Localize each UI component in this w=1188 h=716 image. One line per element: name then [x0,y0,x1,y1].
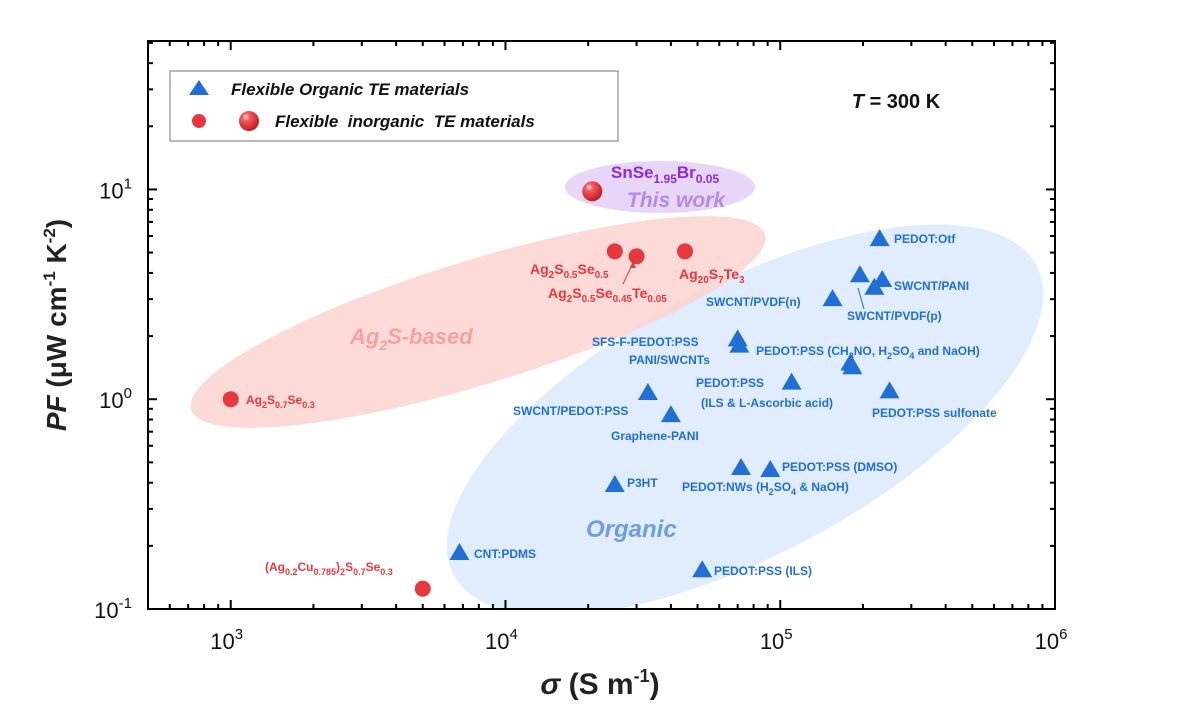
snse-label: SnSe1.95Br0.05 [611,163,719,186]
point-label-pedot-dmso: PEDOT:PSS (DMSO) [782,460,897,474]
organic-region [446,224,1044,609]
point-label-ag2s05se045te005: Ag2S0.5Se0.45Te0.05 [548,285,667,305]
this-work-region [565,161,755,213]
inorganic-point [606,243,623,260]
x-tick-label: 106 [1035,626,1068,654]
organic-point [637,383,658,401]
plot-frame [147,40,1056,610]
point-label-pani-swcnts: PANI/SWCNTs [629,353,710,367]
organic-point [822,289,843,307]
legend-triangle-marker [189,80,209,95]
point-label-swcnt-pvdf-n: SWCNT/PVDF(n) [706,295,801,309]
organic-point [731,458,752,476]
this-work-point [582,181,603,202]
this-work-label: This work [627,189,726,212]
organic-point [692,560,713,578]
point-label-ag20s7te3: Ag20S7Te3 [679,266,745,286]
point-label-swcnt-pedot: SWCNT/PEDOT:PSS [513,404,628,418]
organic-point [869,229,890,247]
legend-sphere-marker [239,111,259,131]
point-label-ag2s05se05: Ag2S0.5Se0.5 [530,261,609,281]
y-tick-label: 101 [99,175,132,203]
data-markers [222,181,900,597]
ag2s-region [190,216,766,428]
organic-point [842,357,863,375]
point-label-pedot-otf: PEDOT:Otf [894,232,956,246]
axis-tick-labels: 103 104 105 106 10-1 100 101 [94,175,1067,654]
y-tick-label: 10-1 [94,595,132,623]
point-label-pedot-ch3no: PEDOT:PSS (CH3NO, H2SO4 and NaOH) [756,344,980,361]
organic-point [879,381,900,399]
arrow-swcnt-pvdf-p [857,287,865,310]
organic-point [729,335,750,353]
point-label-sfs: SFS-F-PEDOT:PSS [592,335,699,349]
organic-point [872,270,893,288]
point-label-swcnt-pvdf-p: SWCNT/PVDF(p) [847,309,942,323]
x-tick-label: 104 [485,626,518,654]
region-layer [190,161,1044,609]
point-label-ag2s07se03: Ag2S0.7Se0.3 [246,393,315,410]
point-label-pedot-ils: PEDOT:PSS (ILS) [714,564,812,578]
point-label-pedot-ils-asc2: (ILS & L-Ascorbic acid) [701,396,833,410]
point-label-pedot-sulf: PEDOT:PSS sulfonate [872,406,997,420]
organic-point [604,475,625,493]
y-tick-label: 100 [99,385,132,413]
legend-label-inorganic: Flexible inorganic TE materials [275,112,535,131]
y-axis-title: PF (μW cm-1 K-2) [40,219,72,431]
legend-label-organic: Flexible Organic TE materials [231,80,469,99]
inorganic-point [676,243,693,260]
legend-circle-marker [192,114,206,128]
axis-ticks [147,41,1056,610]
x-tick-label: 103 [210,626,243,654]
ag2s-region-label: Ag2S-based [349,324,473,353]
inorganic-point [414,580,431,597]
organic-point [849,265,870,283]
arrow-head-ag2s05se045te005 [630,261,636,268]
point-label-graphene: Graphene-PANI [611,429,699,443]
point-labels: Ag2S0.5Se0.5 Ag2S0.5Se0.45Te0.05 Ag20S7Te3… [246,232,997,578]
organic-point [660,405,681,423]
point-label-pedot-nws: PEDOT:NWs (H2SO4 & NaOH) [682,480,849,497]
point-label-cnt-pdms: CNT:PDMS [474,547,536,561]
temperature-annotation: T = 300 K [852,91,941,113]
x-tick-label: 105 [760,626,793,654]
legend: Flexible Organic TE materials Flexible i… [169,70,619,142]
point-label-swcnt-pani: SWCNT/PANI [894,279,969,293]
point-label-pedot-ils-asc1: PEDOT:PSS [696,376,764,390]
organic-region-label: Organic [586,516,677,543]
inorganic-point [222,391,239,408]
x-axis-title: σ (S m-1) [540,666,659,701]
organic-point [760,459,781,477]
point-label-agcu: (Ag0.2Cu0.785)2S0.7Se0.3 [265,560,393,577]
inorganic-point [628,248,645,265]
organic-point [781,372,802,390]
organic-point [449,542,470,560]
point-label-p3ht: P3HT [627,476,658,490]
